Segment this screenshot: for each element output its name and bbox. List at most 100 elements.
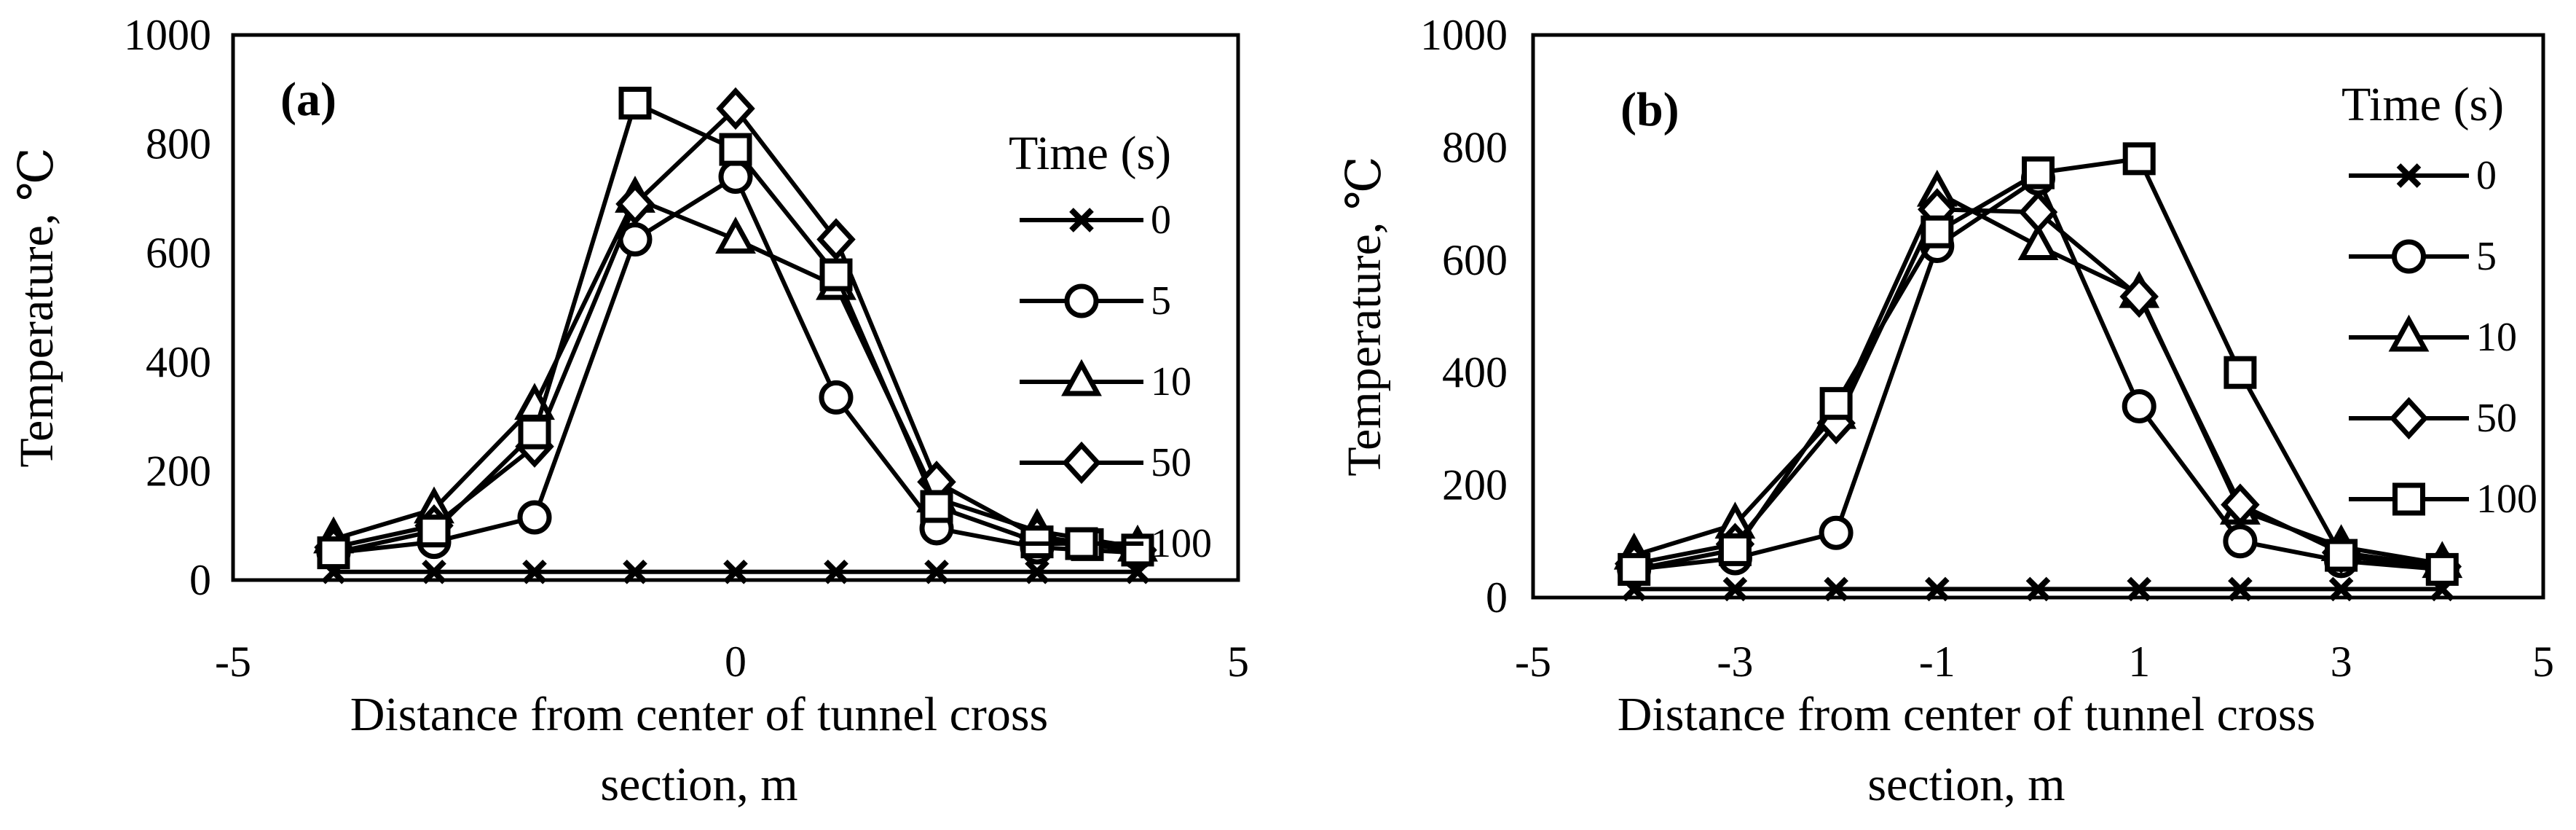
data-point — [2122, 142, 2156, 176]
legend-marker — [1069, 208, 1094, 232]
legend-marker — [1061, 359, 1102, 396]
y-tick-label: 600 — [1442, 236, 1508, 284]
data-point — [518, 416, 551, 450]
series-10 — [313, 176, 1158, 562]
data-point — [824, 559, 848, 584]
data-point — [317, 536, 350, 570]
data-point — [1121, 533, 1154, 567]
panel-label: (a) — [280, 73, 336, 126]
data-point — [2018, 191, 2058, 234]
series-line — [1634, 207, 2443, 569]
legend-label: 10 — [2476, 315, 2517, 360]
legend-entry-10: 10 — [2349, 314, 2517, 360]
y-tick-label: 0 — [1486, 573, 1508, 622]
legend-entry-0: 0 — [1020, 197, 1171, 243]
x-tick-label: -5 — [215, 638, 251, 686]
y-tick-label: 1000 — [1420, 11, 1508, 59]
data-point — [2022, 156, 2055, 189]
legend-label: 100 — [2476, 477, 2537, 522]
legend-label: 10 — [1151, 359, 1192, 404]
x-axis-label-line-2: section, m — [1867, 758, 2065, 811]
data-point — [522, 559, 547, 584]
legend-entry-10: 10 — [1020, 359, 1192, 404]
legend-marker — [2392, 482, 2425, 516]
y-tick-label: 200 — [146, 447, 211, 495]
data-point — [1819, 387, 1853, 420]
legend-entry-50: 50 — [1020, 440, 1192, 485]
data-point — [615, 182, 655, 226]
data-point — [2119, 275, 2159, 318]
data-point — [2228, 576, 2253, 602]
x-tick-label: 5 — [1227, 638, 1249, 686]
data-point — [718, 159, 753, 194]
legend-marker — [1065, 527, 1098, 560]
x-axis-label-line-1: Distance from center of tunnel cross — [1618, 688, 2315, 741]
y-tick-label: 600 — [146, 229, 211, 277]
data-point — [1618, 552, 1651, 586]
data-point — [1921, 215, 1954, 248]
legend-entry-100: 100 — [2349, 477, 2537, 522]
y-tick-label: 400 — [146, 338, 211, 386]
legend-label: 50 — [2476, 396, 2517, 441]
data-point — [2122, 389, 2156, 424]
data-point — [2224, 356, 2257, 389]
plot-area-frame — [1531, 33, 2545, 600]
y-axis-label: Temperature, ℃ — [1338, 156, 1391, 476]
data-point — [719, 133, 752, 166]
data-point — [924, 559, 949, 584]
data-point — [2221, 483, 2260, 526]
x-axis-label-line-2: section, m — [600, 758, 797, 811]
plot-area-frame — [231, 33, 1240, 582]
series-0 — [1621, 576, 2455, 602]
legend-entry-5: 5 — [2349, 234, 2497, 279]
x-tick-label: 1 — [2128, 638, 2150, 686]
legend-entry-5: 5 — [1020, 278, 1171, 324]
y-tick-label: 1000 — [124, 11, 211, 59]
data-point — [1025, 559, 1049, 584]
legend-entry-0: 0 — [2349, 153, 2497, 198]
legend-title: Time (s) — [1009, 127, 1171, 180]
legend-label: 100 — [1151, 521, 1212, 566]
data-point — [816, 218, 856, 261]
data-point — [819, 380, 854, 415]
series-0 — [321, 559, 1150, 584]
data-point — [618, 87, 652, 120]
data-point — [1718, 533, 1752, 566]
x-tick-label: 5 — [2532, 638, 2554, 686]
legend-marker — [2389, 396, 2429, 440]
data-point — [1924, 576, 1950, 602]
data-point — [716, 87, 755, 130]
legend-marker — [2388, 314, 2430, 352]
legend-label: 5 — [1151, 278, 1171, 324]
data-point — [517, 500, 552, 535]
data-point — [1824, 576, 1848, 602]
legend-title: Time (s) — [2341, 78, 2504, 131]
data-point — [2425, 552, 2459, 586]
data-point — [723, 559, 748, 584]
y-tick-label: 800 — [146, 120, 211, 168]
y-tick-label: 200 — [1442, 461, 1508, 509]
x-tick-label: -3 — [1717, 638, 1753, 686]
data-point — [920, 490, 953, 523]
data-point — [2328, 576, 2354, 602]
data-point — [715, 216, 756, 254]
x-tick-label: -5 — [1515, 638, 1551, 686]
legend-label: 50 — [1151, 440, 1192, 485]
y-tick-label: 400 — [1442, 348, 1508, 396]
legend-entry-100: 100 — [1020, 521, 1212, 566]
y-tick-label: 800 — [1442, 123, 1508, 171]
legend-label: 0 — [2476, 153, 2497, 198]
legend-marker — [2392, 239, 2426, 274]
legend-label: 5 — [2476, 234, 2497, 279]
x-tick-label: 3 — [2331, 638, 2352, 686]
data-point — [417, 514, 451, 548]
data-point — [1722, 576, 1748, 602]
data-point — [2325, 539, 2358, 572]
y-tick-label: 0 — [189, 556, 211, 604]
data-point — [2127, 576, 2152, 602]
panel-label: (b) — [1620, 83, 1679, 136]
